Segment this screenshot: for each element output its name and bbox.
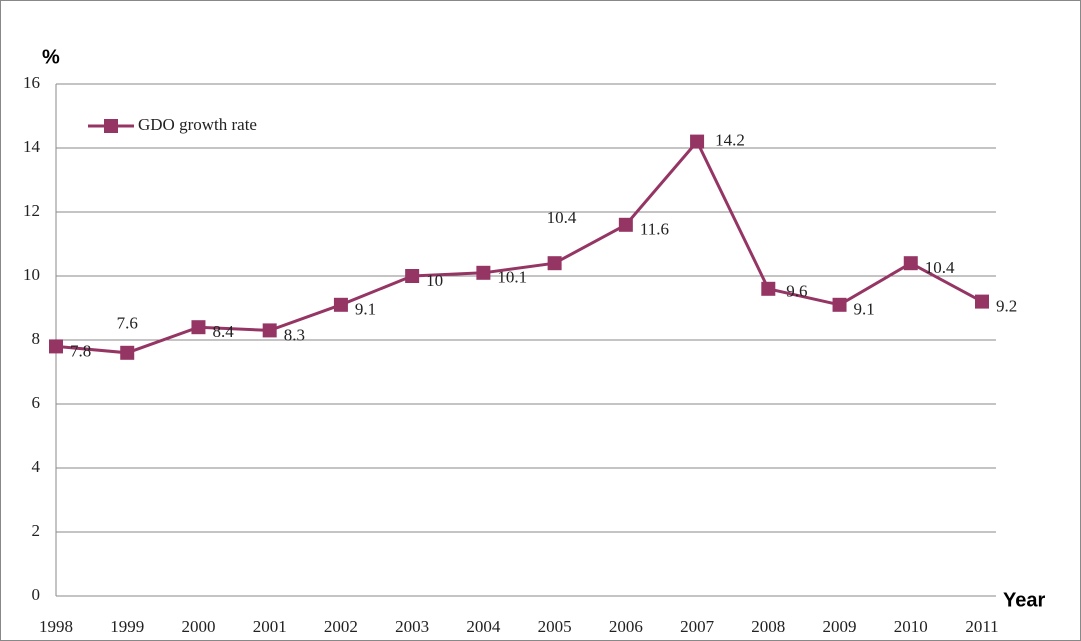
x-tick-label: 2004 — [466, 617, 501, 636]
data-label: 10.1 — [497, 268, 527, 287]
y-tick-label: 16 — [23, 73, 40, 92]
data-label: 9.1 — [355, 300, 376, 319]
y-tick-label: 12 — [23, 201, 40, 220]
data-label: 7.6 — [117, 314, 138, 333]
data-label: 10.4 — [547, 208, 577, 227]
data-label: 9.6 — [786, 282, 807, 301]
data-marker — [761, 281, 776, 296]
data-marker — [690, 134, 705, 149]
x-tick-label: 2009 — [823, 617, 857, 636]
x-axis-title: Year — [1003, 589, 1045, 611]
data-marker — [405, 269, 420, 283]
y-axis-title: % — [42, 46, 60, 68]
y-tick-label: 14 — [23, 137, 41, 156]
data-marker — [49, 339, 63, 354]
data-marker — [333, 297, 348, 312]
data-label: 14.2 — [715, 131, 745, 150]
data-marker — [476, 265, 491, 280]
data-marker — [832, 297, 847, 312]
y-tick-label: 10 — [23, 265, 40, 284]
data-label: 11.6 — [640, 220, 669, 239]
x-tick-label: 2001 — [253, 617, 287, 636]
data-label: 10 — [426, 271, 443, 290]
data-label: 9.2 — [996, 297, 1017, 316]
x-tick-label: 2007 — [680, 617, 715, 636]
data-label: 8.4 — [212, 322, 234, 341]
data-label: 9.1 — [854, 300, 875, 319]
x-tick-label: 1999 — [110, 617, 144, 636]
legend-marker — [104, 119, 118, 133]
y-tick-label: 2 — [32, 521, 41, 540]
x-tick-label: 2003 — [395, 617, 429, 636]
data-label: 10.4 — [925, 258, 955, 277]
x-tick-label: 2011 — [965, 617, 998, 636]
x-tick-label: 1998 — [39, 617, 73, 636]
data-marker — [547, 256, 562, 271]
y-tick-label: 6 — [32, 393, 41, 412]
x-tick-label: 2002 — [324, 617, 358, 636]
x-tick-label: 2005 — [538, 617, 572, 636]
data-marker — [975, 294, 989, 309]
series-line — [55, 138, 983, 355]
x-tick-label: 2008 — [751, 617, 785, 636]
y-tick-label: 4 — [32, 457, 41, 476]
x-tick-label: 2010 — [894, 617, 928, 636]
y-tick-label: 8 — [32, 329, 41, 348]
data-label: 8.3 — [284, 325, 305, 344]
data-marker — [903, 256, 918, 271]
legend-label: GDO growth rate — [138, 115, 257, 134]
data-marker — [191, 320, 206, 335]
data-marker — [262, 323, 277, 338]
x-tick-label: 2006 — [609, 617, 643, 636]
x-tick-label: 2000 — [181, 617, 215, 636]
data-marker — [618, 217, 633, 232]
data-marker — [120, 345, 135, 360]
y-tick-label: 0 — [32, 585, 41, 604]
data-label: 7.8 — [70, 341, 91, 360]
